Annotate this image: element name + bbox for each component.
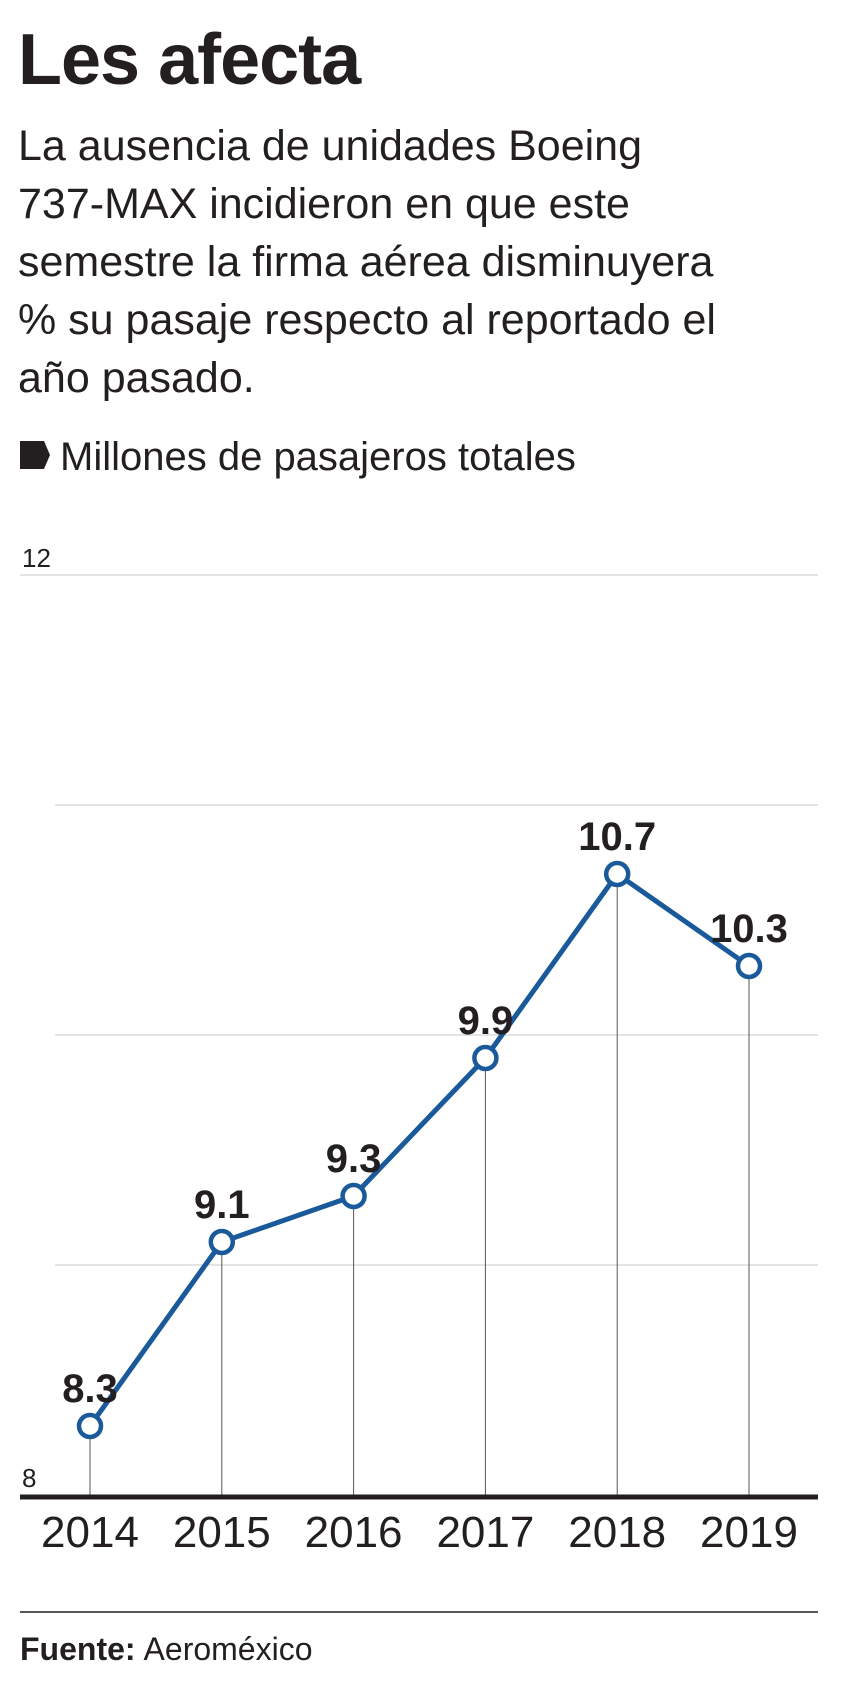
data-point	[76, 1412, 104, 1440]
source: Fuente: Aeroméxico	[20, 1631, 313, 1667]
data-point	[472, 1044, 499, 1072]
chart-title: Les afecta	[18, 20, 362, 100]
source-text: Aeroméxico	[144, 1631, 313, 1667]
x-tick-label: 2016	[305, 1508, 403, 1557]
subtitle-line: año pasado.	[18, 354, 255, 402]
data-label: 9.3	[326, 1137, 382, 1181]
data-label: 9.1	[194, 1183, 250, 1227]
data-point	[340, 1182, 367, 1210]
x-tick-label: 2018	[568, 1508, 666, 1557]
data-point	[735, 952, 763, 980]
series-line	[87, 871, 751, 1428]
x-tick-label: 2019	[700, 1508, 798, 1557]
x-tick-label: 2017	[436, 1508, 534, 1557]
source-label: Fuente:	[20, 1631, 136, 1667]
legend-marker	[20, 441, 44, 469]
data-label: 9.9	[458, 999, 514, 1043]
data-label: 10.3	[710, 907, 788, 951]
data-point	[603, 860, 631, 888]
x-tick-label: 2014	[41, 1508, 139, 1557]
subtitle-line: La ausencia de unidades Boeing	[18, 122, 642, 170]
subtitle-line: 737-MAX incidieron en que este	[18, 180, 630, 228]
y-tick-label: 8	[22, 1463, 36, 1493]
subtitle-line: % su pasaje respecto al reportado el	[18, 296, 716, 344]
data-point	[208, 1228, 236, 1256]
data-label: 10.7	[578, 815, 656, 859]
subtitle-line: semestre la firma aérea disminuyera	[18, 238, 714, 286]
y-axis-label: Millones de pasajeros totales	[60, 435, 576, 479]
y-tick-label: 12	[22, 543, 51, 573]
legend-marker-tip	[44, 441, 50, 469]
x-tick-label: 2015	[173, 1508, 271, 1557]
data-label: 8.3	[62, 1367, 118, 1411]
